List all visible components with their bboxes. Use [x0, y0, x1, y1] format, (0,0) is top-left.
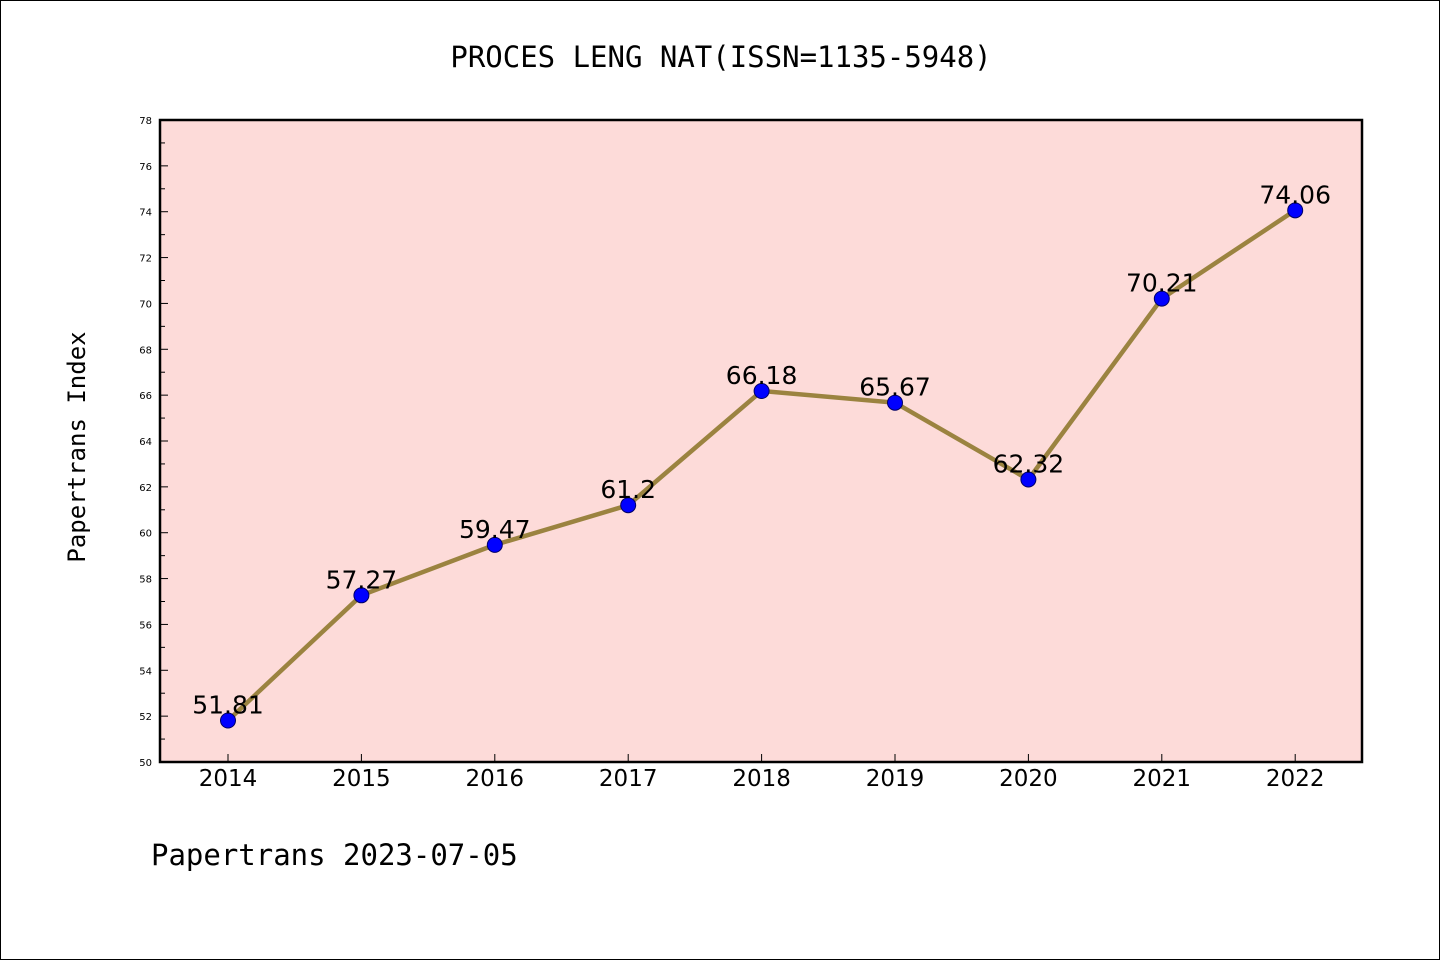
- x-tick-label: 2014: [199, 766, 258, 792]
- data-point: [486, 536, 503, 553]
- data-point: [1020, 471, 1037, 488]
- data-label: 66.18: [726, 361, 798, 390]
- data-label: 59.47: [459, 515, 531, 544]
- y-tick-label: 56: [139, 620, 152, 631]
- data-label: 65.67: [859, 373, 931, 402]
- plot-border: [158, 118, 1364, 764]
- y-tick-label: 54: [139, 666, 152, 677]
- y-tick-label: 60: [139, 529, 152, 540]
- x-axis: 2014 2015 2016 2017 2018 2019 2020 2021 2022: [199, 754, 1325, 792]
- y-tick-label: 78: [139, 116, 152, 127]
- data-point: [620, 497, 637, 514]
- x-tick-label: 2016: [466, 766, 525, 792]
- y-tick-label: 74: [139, 208, 152, 219]
- y-axis: 50 52 54 56 58 60 62 64 66 68 70 72 74 76 78: [139, 116, 168, 769]
- data-point: [220, 712, 236, 729]
- data-label: 61.2: [600, 475, 656, 504]
- data-point: [1153, 290, 1170, 307]
- data-label: 70.21: [1126, 269, 1198, 298]
- y-tick-label: 76: [139, 162, 152, 173]
- data-label: 62.32: [993, 450, 1065, 479]
- data-label: 57.27: [326, 565, 398, 594]
- y-tick-label: 58: [139, 575, 152, 586]
- data-label-group: 51.81 57.27 59.47 61.2 66.18 65.67 62.32 70.21 7…: [192, 180, 1331, 719]
- x-tick-label: 2021: [1133, 766, 1192, 792]
- x-tick-label: 2020: [999, 766, 1058, 792]
- y-tick-label: 62: [139, 483, 152, 494]
- y-tick-label: 50: [139, 758, 152, 769]
- chart-title: PROCES LENG NAT(ISSN=1135-5948): [450, 40, 991, 74]
- y-tick-label: 70: [139, 299, 152, 310]
- data-point: [753, 383, 770, 400]
- data-point: [1287, 202, 1304, 219]
- y-tick-label: 66: [139, 391, 152, 402]
- x-tick-label: 2019: [866, 766, 925, 792]
- y-axis-label: Papertrans Index: [63, 331, 91, 562]
- y-tick-label: 64: [139, 437, 152, 448]
- x-tick-label: 2017: [599, 766, 658, 792]
- footer-text: Papertrans 2023-07-05: [151, 838, 518, 872]
- data-label: 74.06: [1259, 180, 1331, 209]
- x-tick-label: 2018: [732, 766, 791, 792]
- plot-area: [160, 120, 1362, 762]
- x-tick-label: 2015: [332, 766, 391, 792]
- y-tick-label: 68: [139, 345, 152, 356]
- x-tick-label: 2022: [1266, 766, 1325, 792]
- y-tick-label: 52: [139, 712, 152, 723]
- marker-group: [220, 202, 1304, 729]
- data-label: 51.81: [192, 690, 264, 719]
- y-tick-label: 72: [139, 254, 152, 265]
- data-point: [887, 394, 903, 411]
- data-point: [353, 587, 370, 604]
